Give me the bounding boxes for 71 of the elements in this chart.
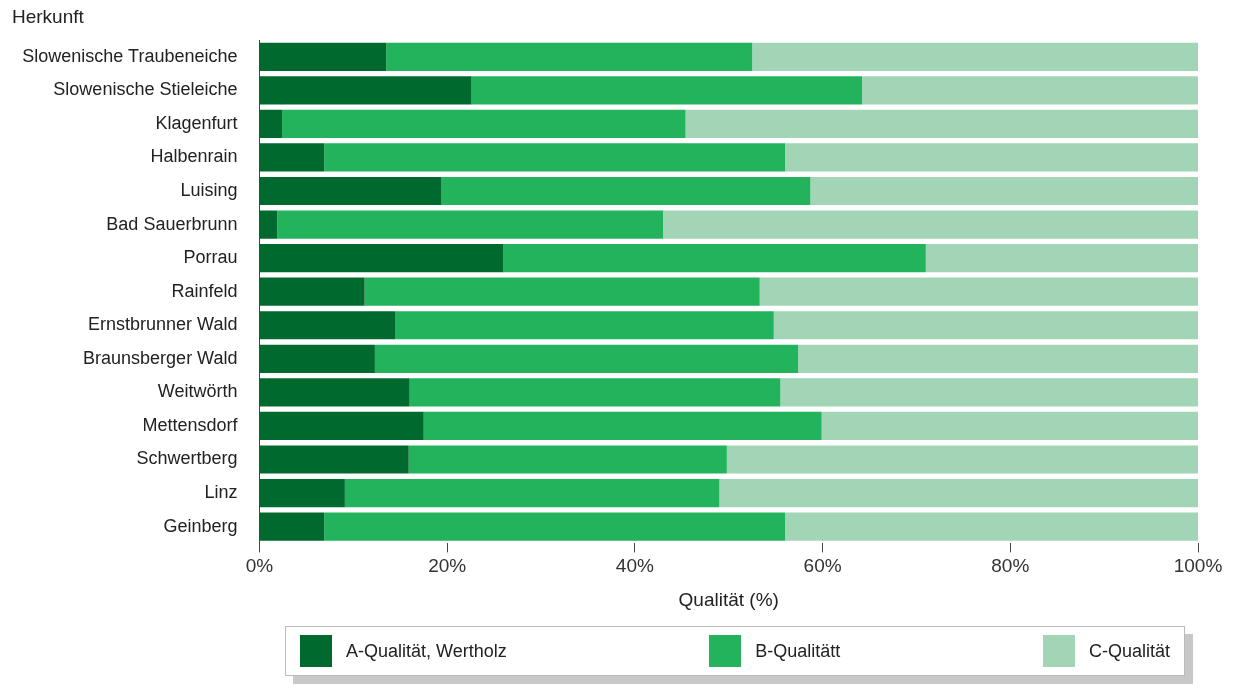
bar (259, 244, 504, 273)
bar (685, 109, 1198, 138)
bar (259, 210, 278, 239)
y-axis-title: Herkunft (12, 5, 85, 27)
bar (386, 42, 753, 71)
bar (441, 176, 811, 206)
bar (395, 311, 774, 340)
y-tick-label: Porrau (183, 247, 238, 268)
y-tick-label: Braunsberger Wald (83, 347, 238, 368)
x-tick-label: 80% (991, 555, 1030, 577)
x-tick-label: 40% (615, 555, 654, 577)
bar (259, 42, 387, 71)
bar (862, 76, 1198, 105)
bar (752, 42, 1198, 71)
bar (259, 378, 410, 407)
x-tick-label: 100% (1173, 555, 1223, 577)
bar (423, 411, 822, 441)
y-tick-label: Weitwörth (157, 381, 238, 402)
bar (471, 76, 862, 105)
x-tick-label: 20% (428, 555, 467, 577)
bar (364, 277, 760, 306)
bar (798, 344, 1198, 373)
bar (726, 445, 1198, 474)
y-tick-label: Halbenrain (150, 146, 238, 167)
bar (259, 478, 345, 508)
y-tick-label: Geinberg (163, 515, 238, 536)
bar (281, 109, 686, 138)
bar (324, 143, 786, 172)
bar (277, 210, 664, 239)
bar (374, 344, 799, 373)
bar (408, 445, 727, 474)
legend-label: B-Qualitätt (755, 640, 841, 662)
y-tick-label: Mettensdorf (142, 414, 239, 435)
bar (259, 311, 396, 340)
bar (785, 512, 1198, 541)
y-tick-label: Luising (180, 179, 238, 200)
bar (324, 512, 786, 541)
y-tick-label: Slowenische Traubeneiche (22, 45, 238, 66)
y-tick-label: Ernstbrunner Wald (88, 314, 238, 335)
legend-label: C-Qualität (1088, 640, 1170, 662)
bar (259, 109, 282, 138)
bar (821, 411, 1198, 441)
bar (773, 311, 1198, 340)
bar (925, 244, 1198, 273)
bar (759, 277, 1198, 306)
bar (503, 244, 926, 273)
bar (259, 344, 375, 373)
y-tick-label: Linz (204, 482, 238, 503)
bar (785, 143, 1198, 172)
y-tick-label: Klagenfurt (155, 112, 238, 133)
bar (344, 478, 720, 508)
bar (780, 378, 1198, 407)
bar (259, 76, 472, 105)
x-tick-label: 60% (803, 555, 842, 577)
x-tick-label: 0% (245, 555, 274, 577)
x-axis-title: Qualität (%) (678, 588, 779, 610)
y-tick-label: Bad Sauerbrunn (106, 213, 238, 234)
y-tick-label: Slowenische Stieleiche (53, 79, 238, 100)
bar (259, 143, 325, 172)
bar (259, 176, 442, 206)
y-tick-label: Schwertberg (136, 448, 238, 469)
bar (719, 478, 1198, 508)
y-tick-label: Rainfeld (171, 280, 238, 301)
bar (259, 445, 409, 474)
bar (259, 411, 424, 441)
legend-label: A-Qualität, Wertholz (346, 640, 507, 662)
bar (409, 378, 781, 407)
bar (259, 277, 365, 306)
bar (810, 176, 1198, 206)
bar (259, 512, 325, 541)
bar (663, 210, 1198, 239)
